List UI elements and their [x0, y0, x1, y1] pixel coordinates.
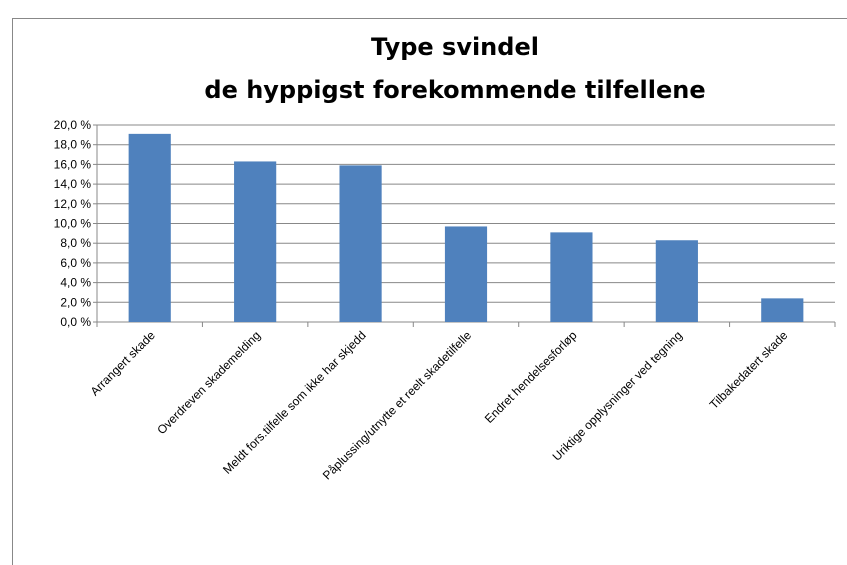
- bar: [444, 226, 488, 322]
- y-tick-label: 14,0 %: [54, 177, 92, 191]
- y-tick-label: 6,0 %: [60, 256, 91, 270]
- bar: [655, 240, 698, 322]
- y-tick-label: 8,0 %: [60, 236, 91, 250]
- bar: [128, 133, 171, 322]
- y-tick-label: 18,0 %: [54, 138, 92, 152]
- y-tick-label: 20,0 %: [54, 118, 92, 132]
- chart-subtitle: de hyppigst forekommende tilfellene: [204, 76, 705, 104]
- bar: [339, 165, 382, 322]
- chart-title: Type svindel: [371, 33, 539, 61]
- y-tick-label: 0,0 %: [60, 315, 91, 329]
- bar: [234, 161, 277, 322]
- bar: [761, 298, 804, 322]
- bar: [550, 232, 593, 322]
- y-tick-label: 2,0 %: [60, 295, 91, 309]
- y-tick-label: 10,0 %: [54, 217, 92, 231]
- y-tick-label: 16,0 %: [54, 157, 92, 171]
- y-tick-label: 12,0 %: [54, 197, 92, 211]
- y-tick-label: 4,0 %: [60, 276, 91, 290]
